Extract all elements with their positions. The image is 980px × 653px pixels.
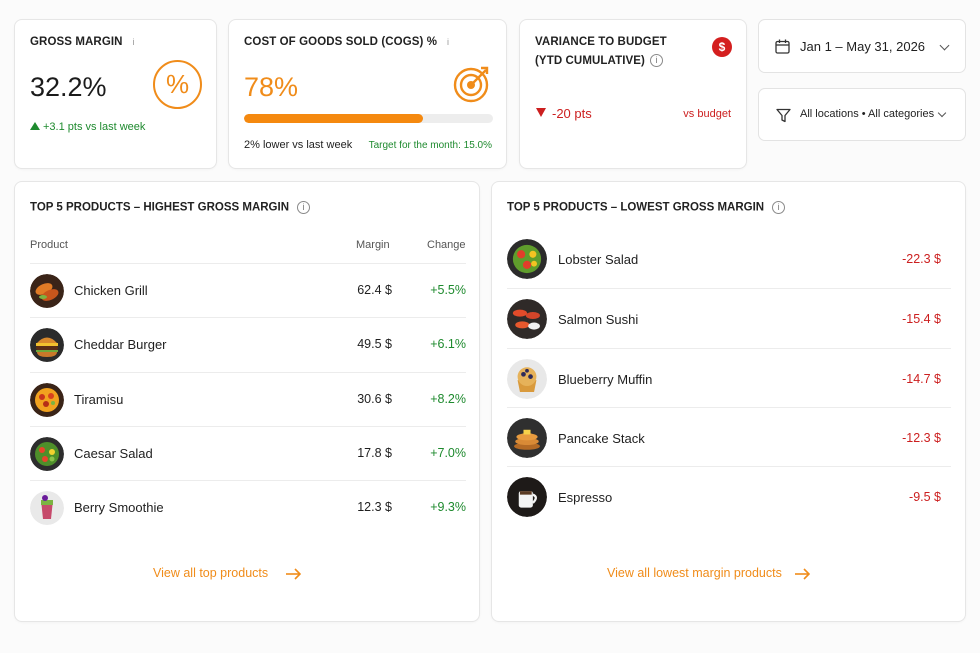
variance-title: VARIANCE TO BUDGET (YTD CUMULATIVE) i bbox=[535, 36, 667, 68]
variance-card: VARIANCE TO BUDGET (YTD CUMULATIVE) i $ -… bbox=[519, 19, 747, 169]
cogs-target: Target for the month: 15.0% bbox=[368, 140, 492, 151]
arrow-right-icon[interactable] bbox=[285, 568, 301, 580]
scope-filter-selector[interactable]: All locations • All categories bbox=[758, 88, 966, 141]
product-margin: -12.3 $ bbox=[902, 430, 941, 445]
product-change: +9.3% bbox=[430, 500, 466, 515]
list-item[interactable]: Lobster Salad -22.3 $ bbox=[507, 229, 951, 288]
gross-margin-title: GROSS MARGIN i bbox=[30, 33, 139, 52]
arrow-down-icon bbox=[536, 108, 546, 117]
info-icon[interactable]: i bbox=[772, 201, 786, 214]
target-icon bbox=[453, 66, 489, 103]
percent-icon: % bbox=[153, 60, 202, 109]
info-icon[interactable]: i bbox=[297, 201, 311, 214]
column-header-margin[interactable]: Margin bbox=[356, 239, 390, 251]
lobster-salad-icon bbox=[507, 239, 547, 279]
product-name: Espresso bbox=[558, 490, 613, 506]
dollar-badge-icon: $ bbox=[712, 37, 732, 57]
list-item[interactable]: Espresso -9.5 $ bbox=[507, 466, 951, 525]
product-name: Cheddar Burger bbox=[74, 337, 167, 353]
table-row[interactable]: Caesar Salad 17.8 $ +7.0% bbox=[30, 425, 466, 480]
product-name: Lobster Salad bbox=[558, 252, 639, 267]
top-products-title: TOP 5 PRODUCTS – HIGHEST GROSS MARGIN i bbox=[30, 201, 311, 214]
table-row[interactable]: Chicken Grill 62.4 $ +5.5% bbox=[30, 263, 466, 317]
scope-filter-label: All locations • All categories bbox=[800, 108, 935, 120]
muffin-icon bbox=[507, 358, 547, 399]
cogs-note: 2% lower vs last week bbox=[244, 139, 353, 151]
product-margin: -22.3 $ bbox=[902, 252, 941, 266]
filter-icon bbox=[776, 108, 791, 123]
cogs-progress-fill bbox=[244, 114, 424, 123]
product-margin: -9.5 $ bbox=[909, 490, 941, 505]
product-margin: 12.3 $ bbox=[357, 500, 392, 515]
lowest-products-title: TOP 5 PRODUCTS – LOWEST GROSS MARGIN i bbox=[507, 201, 786, 214]
table-row[interactable]: Berry Smoothie 12.3 $ +9.3% bbox=[30, 480, 466, 534]
chicken-grill-icon bbox=[30, 274, 64, 308]
chevron-down-icon bbox=[937, 108, 947, 118]
table-row[interactable]: Tiramisu 30.6 $ +8.2% bbox=[30, 371, 466, 426]
variance-label: vs budget bbox=[683, 108, 731, 120]
product-change: +5.5% bbox=[430, 283, 466, 297]
lowest-products-card: TOP 5 PRODUCTS – LOWEST GROSS MARGIN i Lo… bbox=[491, 181, 966, 622]
sushi-icon bbox=[507, 299, 547, 340]
product-name: Salmon Sushi bbox=[558, 312, 639, 328]
product-margin: 30.6 $ bbox=[357, 391, 392, 406]
product-name: Blueberry Muffin bbox=[558, 371, 653, 387]
calendar-icon bbox=[775, 39, 790, 54]
list-item[interactable]: Blueberry Muffin -14.7 $ bbox=[507, 347, 951, 407]
info-icon[interactable]: i bbox=[650, 54, 663, 68]
list-item[interactable]: Pancake Stack -12.3 $ bbox=[507, 406, 951, 466]
view-all-top-products-link[interactable]: View all top products bbox=[153, 566, 269, 580]
product-margin: -14.7 $ bbox=[902, 371, 941, 386]
date-range-label: Jan 1 – May 31, 2026 bbox=[800, 39, 926, 54]
column-header-product[interactable]: Product bbox=[30, 239, 68, 251]
gross-margin-card: GROSS MARGIN i 32.2% % +3.1 pts vs last w… bbox=[14, 19, 217, 169]
table-row[interactable]: Cheddar Burger 49.5 $ +6.1% bbox=[30, 317, 466, 371]
top-products-card: TOP 5 PRODUCTS – HIGHEST GROSS MARGIN i P… bbox=[14, 181, 480, 622]
chevron-down-icon bbox=[939, 40, 950, 51]
cogs-title: COST OF GOODS SOLD (COGS) % i bbox=[244, 33, 453, 52]
product-margin: 17.8 $ bbox=[357, 445, 392, 460]
product-name: Chicken Grill bbox=[74, 283, 148, 298]
product-name: Pancake Stack bbox=[558, 430, 645, 446]
product-margin: -15.4 $ bbox=[902, 312, 941, 327]
view-all-lowest-products-link[interactable]: View all lowest margin products bbox=[607, 566, 782, 580]
arrow-up-icon bbox=[30, 122, 40, 130]
cogs-progress-bar bbox=[244, 114, 493, 123]
salad-icon bbox=[30, 436, 64, 471]
product-name: Tiramisu bbox=[74, 391, 124, 407]
espresso-icon bbox=[507, 477, 547, 518]
product-change: +6.1% bbox=[430, 337, 466, 352]
pancake-icon bbox=[507, 417, 547, 458]
product-name: Berry Smoothie bbox=[74, 500, 164, 516]
column-header-change[interactable]: Change bbox=[427, 239, 466, 251]
info-icon[interactable]: i bbox=[132, 37, 135, 47]
cogs-card: COST OF GOODS SOLD (COGS) % i 78% 2% lowe… bbox=[228, 19, 507, 169]
product-name: Caesar Salad bbox=[74, 445, 153, 461]
product-margin: 49.5 $ bbox=[357, 337, 392, 352]
product-change: +8.2% bbox=[430, 391, 466, 406]
tiramisu-icon bbox=[30, 382, 64, 417]
cogs-value: 78% bbox=[244, 72, 299, 102]
product-margin: 62.4 $ bbox=[357, 283, 392, 297]
info-icon[interactable]: i bbox=[447, 37, 450, 47]
gross-margin-delta: +3.1 pts vs last week bbox=[30, 121, 145, 133]
date-range-selector[interactable]: Jan 1 – May 31, 2026 bbox=[758, 19, 966, 73]
gross-margin-value: 32.2% bbox=[30, 72, 107, 102]
burger-icon bbox=[30, 328, 64, 363]
list-item[interactable]: Salmon Sushi -15.4 $ bbox=[507, 288, 951, 347]
arrow-right-icon[interactable] bbox=[794, 568, 810, 580]
variance-value: -20 pts bbox=[536, 106, 592, 121]
smoothie-icon bbox=[30, 491, 64, 526]
product-change: +7.0% bbox=[430, 445, 466, 460]
